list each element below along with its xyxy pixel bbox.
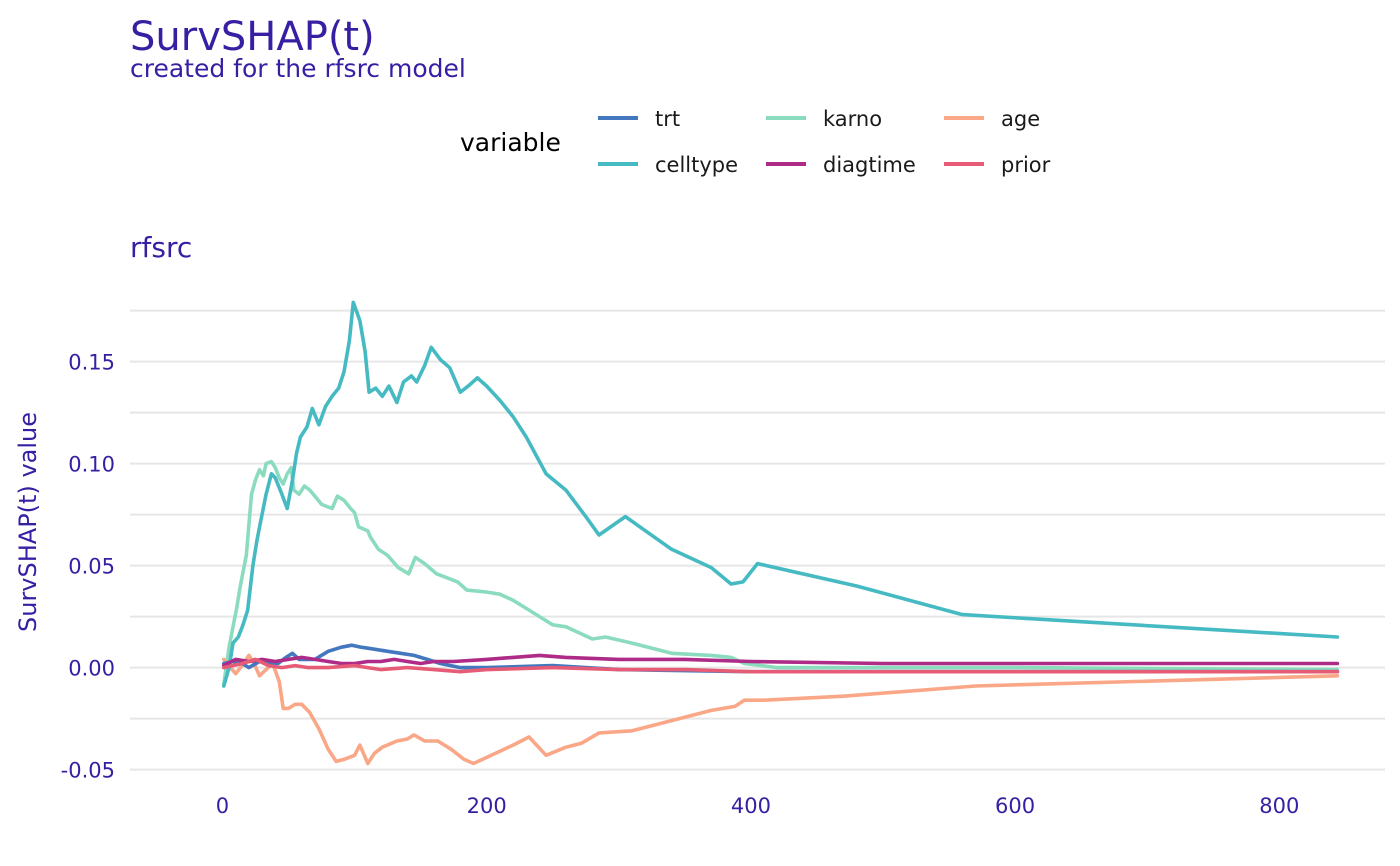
y-tick-label: 0.05 — [68, 555, 115, 579]
x-tick-label: 400 — [731, 794, 771, 818]
series-line-prior — [222, 657, 1340, 674]
y-tick-label: 0.00 — [68, 657, 115, 681]
legend-title: variable — [460, 128, 561, 157]
legend-label-prior: prior — [1001, 153, 1051, 177]
x-tick-label: 800 — [1259, 794, 1299, 818]
y-axis-ticks: -0.05 0.00 0.05 0.10 0.15 — [61, 351, 115, 783]
x-tick-label: 0 — [216, 794, 229, 818]
y-tick-label: 0.15 — [68, 351, 115, 375]
x-tick-label: 200 — [467, 794, 507, 818]
panel-label: rfsrc — [130, 231, 192, 264]
series-line-karno — [222, 459, 1340, 686]
plot-series — [222, 300, 1340, 766]
chart-title: SurvSHAP(t) — [130, 14, 375, 60]
legend-label-diagtime: diagtime — [823, 153, 916, 177]
legend-label-trt: trt — [655, 107, 680, 131]
series-line-celltype — [222, 300, 1340, 688]
y-tick-label: -0.05 — [61, 759, 115, 783]
legend-label-age: age — [1001, 107, 1040, 131]
legend: trt celltype karno diagtime age prior — [598, 107, 1051, 177]
y-axis-label: SurvSHAP(t) value — [14, 412, 42, 632]
x-axis-ticks: 0 200 400 600 800 — [216, 794, 1300, 818]
legend-label-karno: karno — [823, 107, 882, 131]
series-line-diagtime — [222, 653, 1340, 668]
y-tick-label: 0.10 — [68, 453, 115, 477]
chart-subtitle: created for the rfsrc model — [130, 54, 466, 83]
x-tick-label: 600 — [995, 794, 1035, 818]
legend-label-celltype: celltype — [655, 153, 738, 177]
